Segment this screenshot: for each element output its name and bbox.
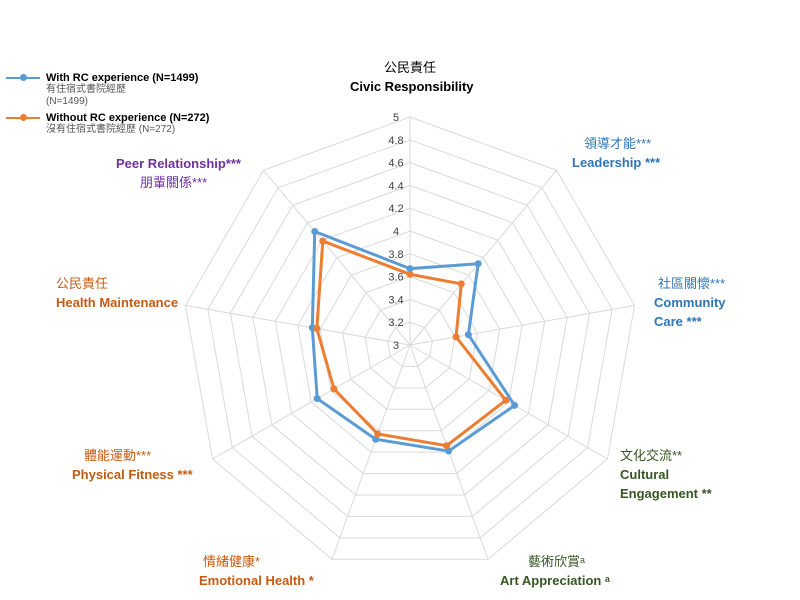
axis-label-zh: 藝術欣賞ᵃ [528,554,585,569]
legend-swatch-without-rc [6,114,40,121]
data-point [464,331,472,339]
grid-ring [274,207,546,475]
tick-label: 3 [393,340,399,352]
data-point [311,227,319,235]
tick-label: 4.6 [388,158,403,170]
axis-label-health: 公民責任 Health Maintenance [56,274,178,312]
axis-label-physical: 體能運動*** Physical Fitness *** [72,446,193,484]
axis-spoke [409,170,557,346]
tick-label: 3.6 [388,272,403,284]
axis-label-en: Cultural [620,467,670,482]
legend-label: With RC experience (N=1499) [46,72,199,84]
series-with-rc [308,227,519,455]
axis-spoke [185,304,411,346]
axis-label-en: Leadership *** [572,155,661,170]
axis-label-civic: 公民責任 Civic Responsibility [350,58,474,96]
data-point [330,385,338,393]
legend-swatch-with-rc [6,74,40,81]
axis-label-en: Emotional Health * [199,573,314,588]
data-point [452,333,460,341]
legend-sublabel: (N=1499) [46,96,88,107]
axis-label-emotional: 情緒健康* Emotional Health * [199,552,314,590]
grid-ring [364,298,456,389]
legend: With RC experience (N=1499) 有住宿式書院經歷 (N=… [6,72,209,136]
data-point [511,401,519,409]
data-point [319,237,327,245]
data-point [313,395,321,403]
axis-label-zh: 領導才能*** [584,136,652,151]
series-without-rc [313,237,510,450]
axis-label-zh: 公民責任 [56,276,109,291]
tick-label: 4.2 [388,203,403,215]
axis-spoke [263,170,411,346]
tick-label: 3.2 [388,317,403,329]
grid-ring [207,139,613,539]
grid-ring [184,116,636,560]
axis-label-zh: 體能運動*** [84,448,152,463]
legend-sublabel: 有住宿式書院經歷 [46,84,126,95]
axis-spoke [331,344,411,560]
axis-label-en: Physical Fitness *** [72,467,193,482]
tick-label: 4 [393,226,399,238]
data-point [406,270,414,278]
data-point [372,435,380,443]
tick-label: 4.4 [388,180,403,192]
grid-ring [252,184,568,496]
grid-ring [387,321,433,367]
grid-ring [297,230,523,453]
legend-item-with-rc: With RC experience (N=1499) 有住宿式書院經歷 (N=… [6,72,209,108]
axis-label-zh: 公民責任 [383,60,436,75]
axis-label-en: Engagement ** [620,486,712,501]
legend-label: Without RC experience (N=272) [46,112,210,124]
data-point [445,447,453,455]
axis-label-zh: 社區關懷*** [658,276,726,291]
axis-label-zh: 朋輩關係*** [140,175,208,190]
data-point [457,280,465,288]
axis-label-cultural: 文化交流** Cultural Engagement ** [620,446,712,503]
tick-label: 3.4 [388,294,403,306]
axis-label-leadership: 領導才能*** Leadership *** [572,134,660,172]
legend-sublabel: 沒有住宿式書院經歷 (N=272) [46,124,176,135]
axis-label-en: Community [654,295,726,310]
axis-label-art: 藝術欣賞ᵃ Art Appreciation ᵃ [500,552,610,590]
series-layer [308,227,519,455]
legend-item-without-rc: Without RC experience (N=272) 沒有住宿式書院經歷 … [6,112,209,136]
data-point [406,265,414,273]
axis-label-en: Civic Responsibility [350,79,474,94]
data-point [443,442,451,450]
data-point [502,396,510,404]
axis-label-en: Art Appreciation ᵃ [500,573,610,588]
tick-label: 5 [393,112,399,124]
data-point [474,260,482,268]
grid-ring [342,276,478,410]
axis-spoke [212,344,411,460]
tick-label: 3.8 [388,249,403,261]
grid-ring [319,253,501,432]
radar-grid [184,116,636,560]
tick-label: 4.8 [388,135,403,147]
data-point [374,430,382,438]
axis-label-zh: 情緒健康* [203,554,261,569]
series-line [310,229,517,453]
axis-label-community: 社區關懷*** Community Care *** [654,274,726,331]
axis-label-zh: 文化交流** [620,448,683,463]
axis-label-en: Care *** [654,314,702,329]
axis-label-en: Health Maintenance [56,295,179,310]
series-line [315,239,508,448]
grid-ring [229,162,591,517]
radial-tick-labels: 3 3.2 3.4 3.6 3.8 4 4.2 4.4 4.6 4.8 5 [388,112,403,352]
axis-label-peer: Peer Relationship*** 朋輩關係*** [116,154,241,192]
data-point [313,325,321,333]
axis-label-en: Peer Relationship*** [116,156,241,171]
axis-spoke [409,304,635,346]
